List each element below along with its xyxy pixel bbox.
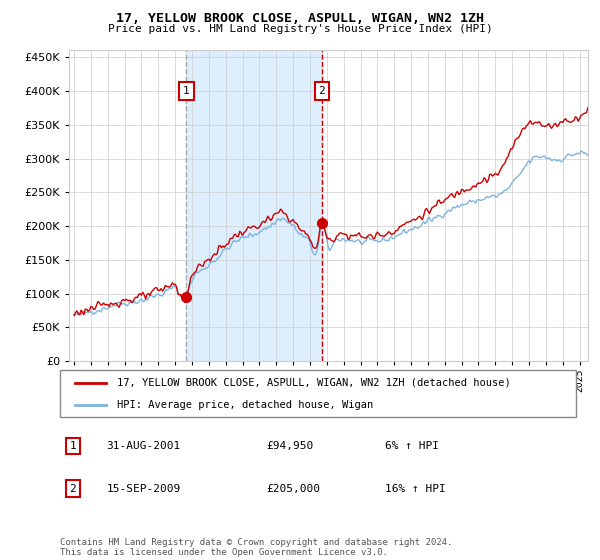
Text: 1: 1 (183, 86, 190, 96)
Text: 16% ↑ HPI: 16% ↑ HPI (385, 484, 446, 494)
Text: 17, YELLOW BROOK CLOSE, ASPULL, WIGAN, WN2 1ZH (detached house): 17, YELLOW BROOK CLOSE, ASPULL, WIGAN, W… (117, 378, 511, 388)
Text: 6% ↑ HPI: 6% ↑ HPI (385, 441, 439, 451)
Bar (187, 50, 322, 361)
FancyBboxPatch shape (60, 370, 576, 417)
Text: 1: 1 (70, 441, 76, 451)
Text: £94,950: £94,950 (266, 441, 314, 451)
Text: 31-AUG-2001: 31-AUG-2001 (106, 441, 181, 451)
Text: £205,000: £205,000 (266, 484, 320, 494)
Text: 2: 2 (319, 86, 325, 96)
Text: 15-SEP-2009: 15-SEP-2009 (106, 484, 181, 494)
Text: Contains HM Land Registry data © Crown copyright and database right 2024.
This d: Contains HM Land Registry data © Crown c… (60, 538, 452, 557)
Text: 17, YELLOW BROOK CLOSE, ASPULL, WIGAN, WN2 1ZH: 17, YELLOW BROOK CLOSE, ASPULL, WIGAN, W… (116, 12, 484, 25)
Text: Price paid vs. HM Land Registry's House Price Index (HPI): Price paid vs. HM Land Registry's House … (107, 24, 493, 34)
Text: 2: 2 (70, 484, 76, 494)
Text: HPI: Average price, detached house, Wigan: HPI: Average price, detached house, Wiga… (117, 400, 373, 410)
